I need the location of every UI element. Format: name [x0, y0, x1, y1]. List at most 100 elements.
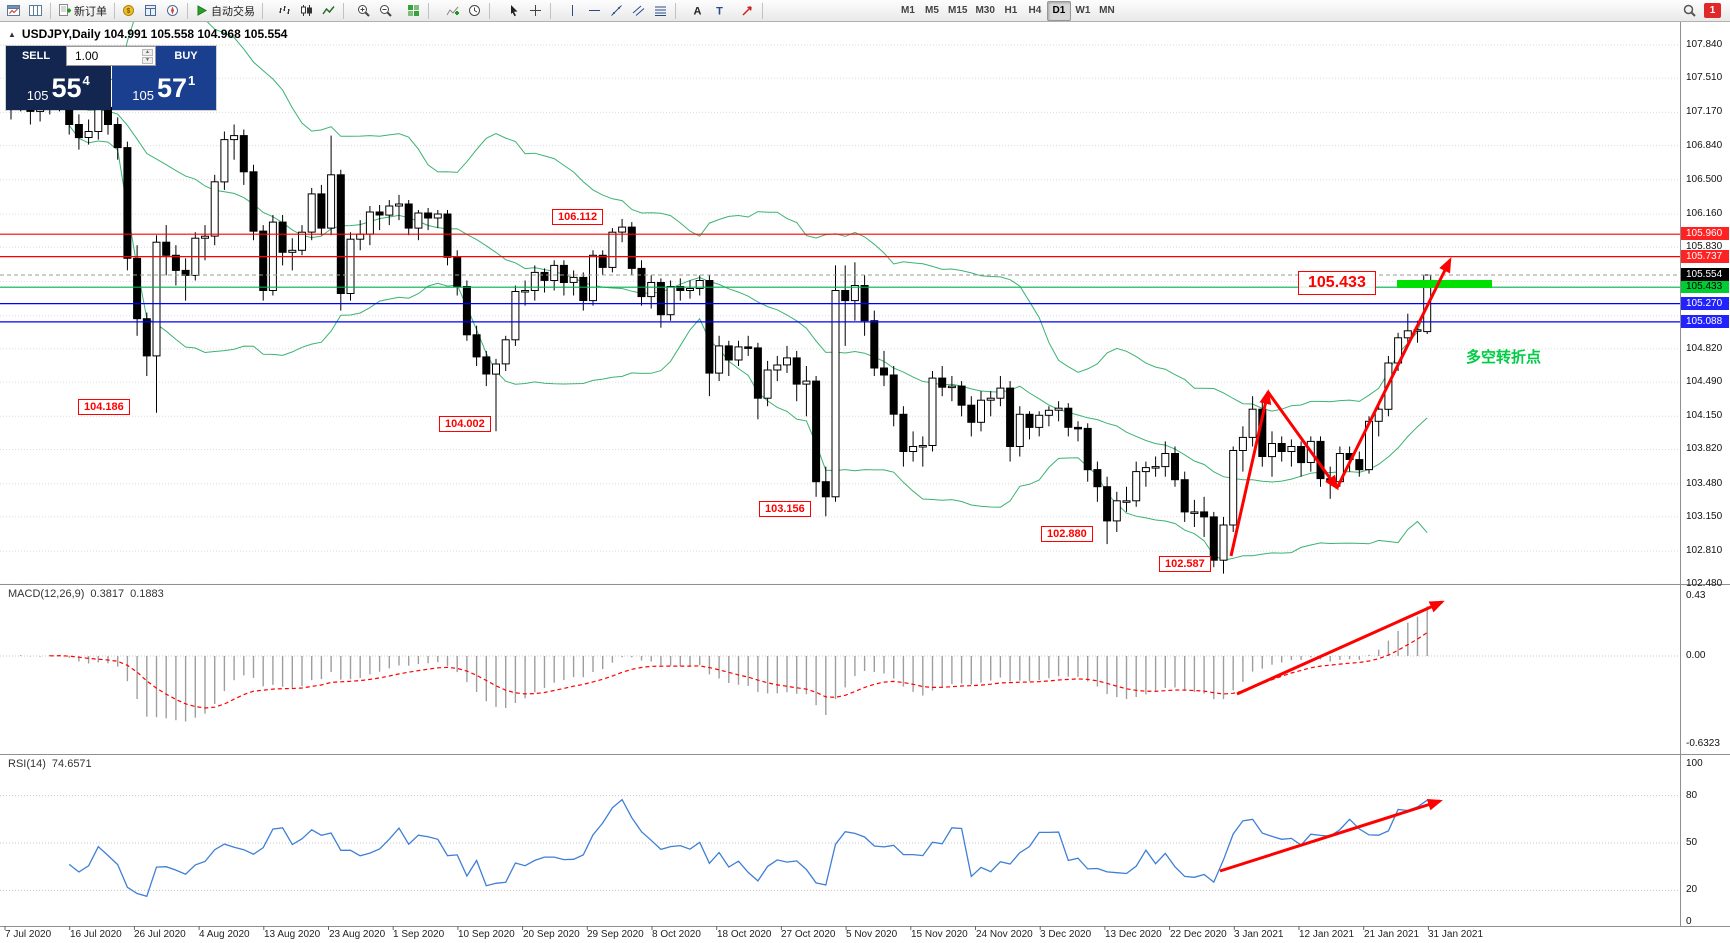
autotrading-button[interactable]: 自动交易 — [191, 1, 259, 21]
trend-arrow[interactable] — [1335, 257, 1452, 489]
macd-signal-line — [49, 632, 1428, 709]
cursor-icon — [507, 4, 520, 17]
buy-price[interactable]: 105 57 1 — [111, 66, 216, 110]
buy-price-base: 105 — [132, 88, 154, 103]
text-a-icon: A — [691, 4, 704, 18]
price-scale-label: 106.840 — [1686, 140, 1723, 151]
timeframe-m1-button[interactable]: M1 — [896, 1, 920, 21]
macd-pane[interactable] — [0, 606, 1680, 722]
sell-price[interactable]: 105 55 4 — [6, 66, 111, 110]
chart-profiles-button[interactable] — [25, 1, 47, 21]
symbol-ohlc-text: USDJPY,Daily 104.991 105.558 104.968 105… — [21, 27, 288, 41]
price-scale[interactable]: 107.840 107.510 107.170 106.840 106.500 106.1… — [1681, 0, 1730, 943]
profiles-icon — [29, 4, 42, 17]
search-button[interactable] — [1679, 1, 1701, 21]
timeframe-h1-button[interactable]: H1 — [999, 1, 1023, 21]
buy-button[interactable]: BUY — [156, 46, 216, 66]
sell-button[interactable]: SELL — [6, 46, 66, 66]
toolbar-separator — [114, 2, 115, 19]
price-scale-label: 102.810 — [1686, 545, 1723, 556]
timeframe-m5-button[interactable]: M5 — [920, 1, 944, 21]
arrows-button[interactable] — [737, 1, 759, 21]
trendline-button[interactable] — [606, 1, 628, 21]
toolbar-separator — [262, 2, 263, 19]
price-scale-label: 106.500 — [1686, 174, 1723, 185]
bollinger-upper-band — [69, 22, 1428, 412]
current-price-label: 105.554 — [1681, 268, 1729, 281]
periods-button[interactable] — [464, 1, 486, 21]
macd-name: MACD(12,26,9) — [8, 588, 85, 600]
toolbar-separator — [762, 2, 763, 19]
horizontal-line-button[interactable] — [584, 1, 606, 21]
rsi-line — [68, 798, 1428, 898]
volume-spinner[interactable]: ▲ ▼ — [142, 48, 153, 64]
navigator-button[interactable] — [162, 1, 184, 21]
trend-arrow[interactable] — [1266, 391, 1339, 491]
svg-text:$: $ — [127, 8, 131, 15]
symbol-info: ▲ USDJPY,Daily 104.991 105.558 104.968 1… — [8, 27, 287, 41]
toolbar-separator — [550, 2, 551, 19]
volume-field[interactable]: 1.00 ▲ ▼ — [66, 46, 156, 66]
trend-arrow[interactable] — [1236, 600, 1445, 696]
indicators-icon — [446, 4, 459, 17]
timeframe-m15-button[interactable]: M15 — [944, 1, 971, 21]
level-price-label: 105.737 — [1681, 250, 1729, 263]
vline-icon — [566, 4, 579, 17]
timeframe-mn-button[interactable]: MN — [1095, 1, 1119, 21]
price-scale-label: 103.820 — [1686, 443, 1723, 454]
zoom-in-button[interactable] — [353, 1, 375, 21]
sell-price-base: 105 — [26, 88, 49, 103]
new-order-button[interactable]: 新订单 — [54, 1, 111, 21]
channel-icon — [632, 4, 645, 17]
zoom-out-button[interactable] — [375, 1, 397, 21]
green-zone-highlight[interactable] — [1397, 280, 1492, 288]
line-chart-button[interactable] — [318, 1, 340, 21]
timeframe-w1-button[interactable]: W1 — [1071, 1, 1095, 21]
text-label-button[interactable]: T — [709, 1, 731, 21]
indicators-button[interactable] — [442, 1, 464, 21]
cursor-button[interactable] — [503, 1, 525, 21]
vertical-line-button[interactable] — [562, 1, 584, 21]
price-scale-label: 104.150 — [1686, 410, 1723, 421]
rsi-name: RSI(14) — [8, 758, 46, 770]
market-watch-button[interactable]: $ — [118, 1, 140, 21]
bar-chart-button[interactable] — [274, 1, 296, 21]
timeframe-h4-button[interactable]: H4 — [1023, 1, 1047, 21]
trend-arrow[interactable] — [1219, 798, 1443, 873]
spinner-up-icon[interactable]: ▲ — [142, 48, 153, 56]
tile-windows-button[interactable] — [403, 1, 425, 21]
timeframe-m30-button[interactable]: M30 — [971, 1, 998, 21]
crosshair-button[interactable] — [525, 1, 547, 21]
macd-scale-label: 0.00 — [1686, 650, 1706, 661]
svg-text:T: T — [716, 6, 723, 18]
one-click-panel-toggle-icon[interactable]: ▲ — [8, 29, 16, 39]
new-chart-button[interactable] — [3, 1, 25, 21]
data-window-button[interactable] — [140, 1, 162, 21]
spinner-down-icon[interactable]: ▼ — [142, 56, 153, 64]
toolbar-separator — [187, 2, 188, 19]
level-price-label: 105.960 — [1681, 227, 1729, 240]
equidistant-channel-button[interactable] — [628, 1, 650, 21]
timeframe-d1-button[interactable]: D1 — [1046, 0, 1071, 21]
candlestick-chart-button[interactable] — [296, 1, 318, 21]
volume-value[interactable]: 1.00 — [75, 49, 99, 63]
fibonacci-button[interactable] — [650, 1, 672, 21]
rsi-pane[interactable] — [0, 795, 1680, 898]
toolbar-separator — [343, 2, 344, 19]
data-window-icon — [144, 4, 157, 17]
level-price-label: 105.433 — [1681, 280, 1729, 293]
price-scale-label: 107.840 — [1686, 39, 1723, 50]
rsi-scale-label: 100 — [1686, 758, 1703, 769]
rsi-value: 74.6571 — [51, 758, 92, 770]
macd-signal-value: 0.1883 — [130, 588, 164, 600]
trend-arrow[interactable] — [1229, 389, 1272, 557]
toolbar-separator — [489, 2, 490, 19]
tile-windows-icon — [407, 4, 420, 17]
sell-price-point: 4 — [82, 73, 90, 88]
text-button[interactable]: A — [687, 1, 709, 21]
toolbar-separator — [50, 2, 51, 19]
chart-window-icon — [7, 4, 20, 17]
main-price-pane[interactable] — [0, 0, 1680, 584]
notification-badge[interactable]: 1 — [1704, 3, 1721, 18]
